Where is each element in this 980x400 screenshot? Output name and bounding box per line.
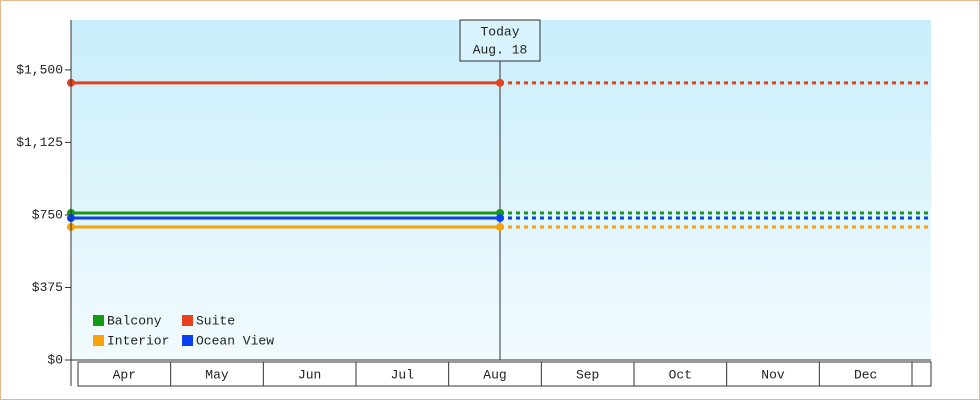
x-tick-label: Dec [854, 367, 877, 382]
x-tick-label: Sep [576, 367, 599, 382]
legend-swatch [182, 335, 193, 346]
point [496, 78, 504, 87]
x-tick-label: Aug [483, 367, 506, 382]
legend-swatch [93, 315, 104, 326]
y-tick-label: $1,500 [16, 62, 63, 77]
today-label: Aug. 18 [473, 42, 528, 57]
today-box [459, 19, 541, 62]
legend-swatch [93, 335, 104, 346]
y-tick-label: $0 [47, 352, 63, 367]
legend-label: Balcony [107, 313, 162, 328]
x-tick-label: Jul [391, 367, 415, 382]
legend-label: Interior [107, 333, 169, 348]
x-tick-label: Jun [298, 367, 321, 382]
x-axis-box [77, 361, 932, 387]
x-tick-label: Apr [113, 367, 136, 382]
point [496, 214, 504, 223]
plot-area [71, 20, 931, 360]
x-tick-label: Oct [669, 367, 692, 382]
y-tick-label: $750 [32, 207, 63, 222]
y-tick-label: $375 [32, 280, 63, 295]
legend-swatch [182, 315, 193, 326]
y-tick-label: $1,125 [16, 135, 63, 150]
legend-label: Ocean View [196, 333, 274, 348]
point [496, 222, 504, 231]
today-label: Today [480, 24, 519, 39]
legend-label: Suite [196, 313, 235, 328]
x-tick-label: May [205, 367, 229, 382]
x-tick-label: Nov [761, 367, 785, 382]
